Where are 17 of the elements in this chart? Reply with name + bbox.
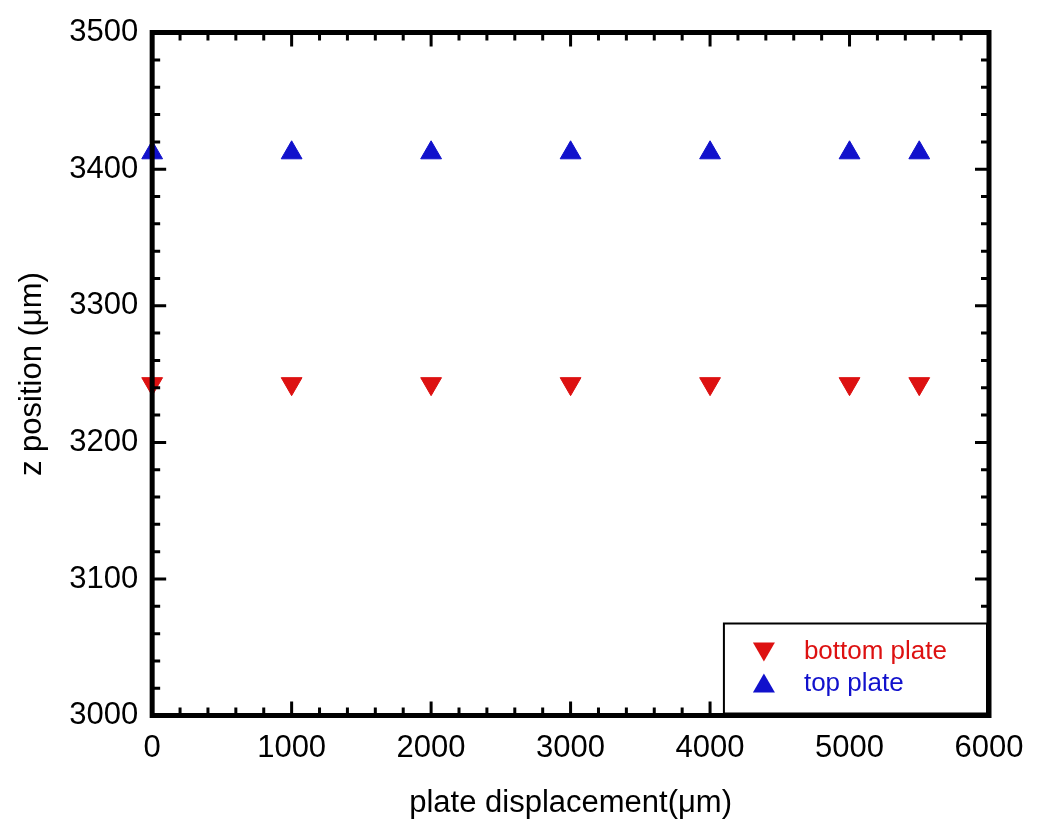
x-tick-label: 2000 <box>396 728 466 764</box>
legend-label: bottom plate <box>803 634 947 665</box>
x-tick-label: 3000 <box>536 728 606 764</box>
legend-label: top plate <box>803 666 904 697</box>
x-tick-label: 6000 <box>954 728 1024 764</box>
y-tick-label: 3000 <box>69 696 139 732</box>
x-axis-title: plate displacement(μm) <box>409 783 732 819</box>
x-tick-label: 4000 <box>675 728 745 764</box>
y-tick-label: 3300 <box>69 286 139 322</box>
y-tick-label: 3400 <box>69 149 139 185</box>
y-tick-label: 3100 <box>69 559 139 595</box>
y-tick-label: 3200 <box>69 422 139 458</box>
x-tick-label: 0 <box>143 728 161 764</box>
y-axis-title: z position (μm) <box>13 272 49 477</box>
x-tick-label: 5000 <box>815 728 885 764</box>
x-tick-label: 1000 <box>257 728 327 764</box>
y-tick-label: 3500 <box>69 13 139 49</box>
